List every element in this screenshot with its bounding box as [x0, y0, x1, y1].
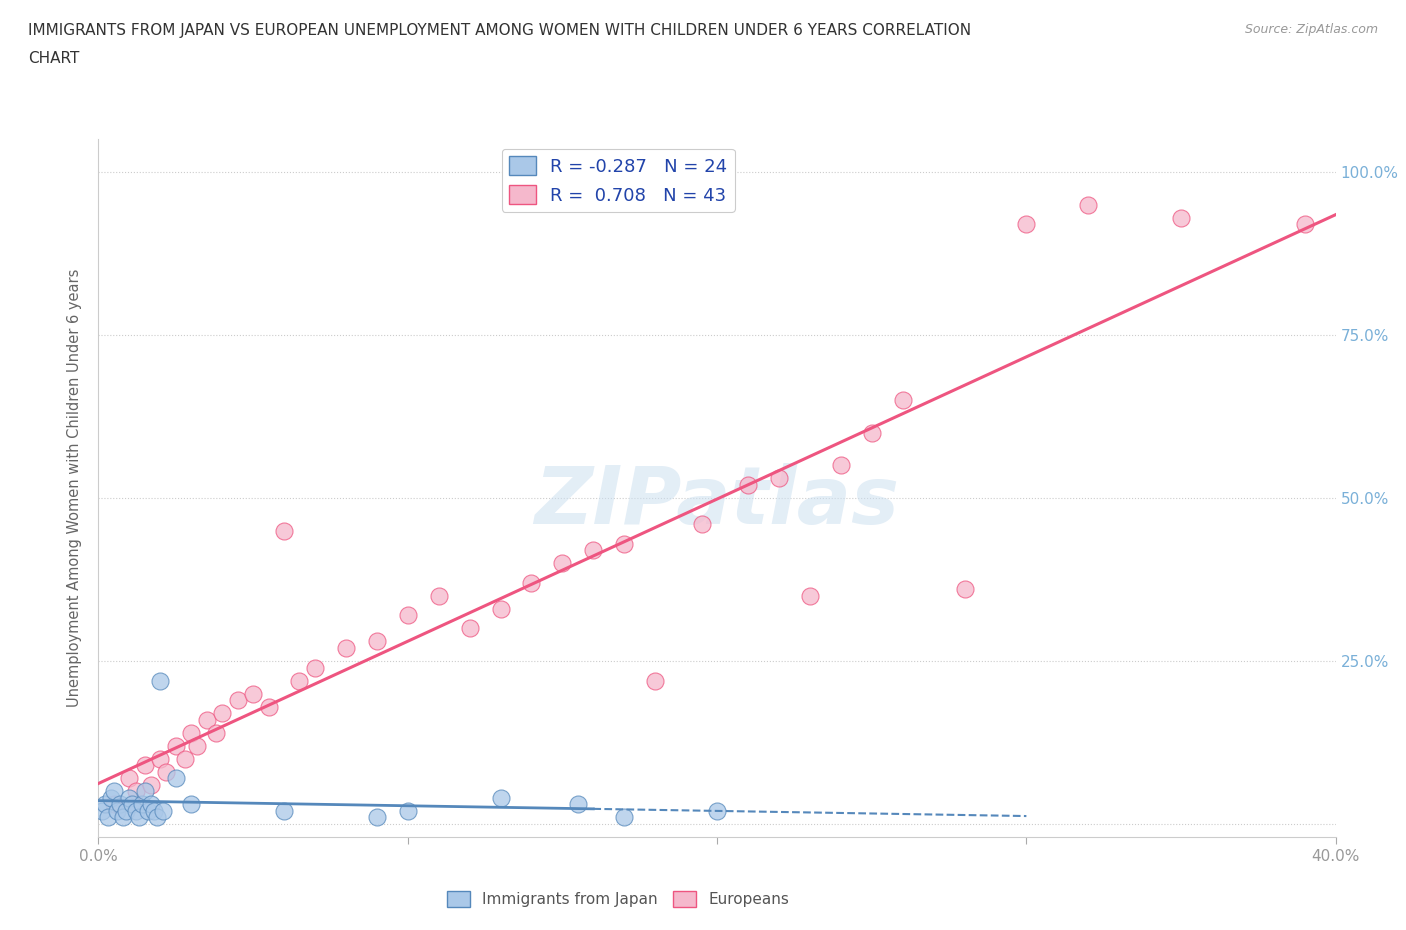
Point: [134, 758, 156, 773]
Point: [100, 790, 122, 805]
Point: [146, 810, 169, 825]
Y-axis label: Unemployment Among Women with Children Under 6 years: Unemployment Among Women with Children U…: [67, 269, 83, 708]
Point: [165, 771, 187, 786]
Point: [304, 660, 326, 675]
Text: CHART: CHART: [28, 51, 80, 66]
Point: [366, 634, 388, 649]
Point: [613, 810, 636, 825]
Point: [180, 797, 202, 812]
Point: [139, 777, 162, 792]
Point: [195, 712, 218, 727]
Point: [1294, 217, 1316, 232]
Point: [1077, 197, 1099, 212]
Point: [891, 392, 914, 407]
Point: [830, 458, 852, 472]
Point: [155, 764, 177, 779]
Point: [128, 810, 150, 825]
Legend: Immigrants from Japan, Europeans: Immigrants from Japan, Europeans: [441, 884, 796, 913]
Point: [131, 797, 153, 812]
Point: [103, 797, 125, 812]
Point: [567, 797, 589, 812]
Point: [427, 589, 450, 604]
Point: [121, 797, 143, 812]
Point: [211, 706, 233, 721]
Point: [257, 699, 280, 714]
Point: [737, 477, 759, 492]
Point: [644, 673, 666, 688]
Point: [690, 517, 713, 532]
Point: [143, 804, 166, 818]
Point: [118, 790, 141, 805]
Point: [396, 608, 419, 623]
Point: [458, 621, 481, 636]
Point: [489, 602, 512, 617]
Point: [105, 804, 128, 818]
Point: [124, 804, 146, 818]
Point: [118, 771, 141, 786]
Point: [124, 784, 146, 799]
Point: [273, 524, 295, 538]
Point: [205, 725, 228, 740]
Point: [799, 589, 821, 604]
Point: [273, 804, 295, 818]
Point: [152, 804, 174, 818]
Point: [366, 810, 388, 825]
Point: [613, 537, 636, 551]
Point: [335, 641, 357, 656]
Point: [108, 797, 131, 812]
Text: ZIPatlas: ZIPatlas: [534, 463, 900, 541]
Point: [165, 738, 187, 753]
Point: [953, 582, 976, 597]
Point: [1170, 210, 1192, 225]
Point: [1015, 217, 1038, 232]
Point: [288, 673, 311, 688]
Point: [706, 804, 728, 818]
Point: [396, 804, 419, 818]
Point: [134, 784, 156, 799]
Point: [186, 738, 208, 753]
Point: [103, 784, 125, 799]
Point: [139, 797, 162, 812]
Point: [90, 804, 112, 818]
Point: [174, 751, 197, 766]
Point: [97, 810, 120, 825]
Point: [242, 686, 264, 701]
Point: [93, 797, 115, 812]
Point: [551, 556, 574, 571]
Point: [136, 804, 159, 818]
Point: [149, 751, 172, 766]
Point: [226, 693, 249, 708]
Point: [768, 471, 790, 485]
Point: [112, 810, 135, 825]
Text: IMMIGRANTS FROM JAPAN VS EUROPEAN UNEMPLOYMENT AMONG WOMEN WITH CHILDREN UNDER 6: IMMIGRANTS FROM JAPAN VS EUROPEAN UNEMPL…: [28, 23, 972, 38]
Point: [180, 725, 202, 740]
Point: [149, 673, 172, 688]
Text: Source: ZipAtlas.com: Source: ZipAtlas.com: [1244, 23, 1378, 36]
Point: [520, 576, 543, 591]
Point: [115, 804, 138, 818]
Point: [860, 425, 883, 440]
Point: [489, 790, 512, 805]
Point: [582, 543, 605, 558]
